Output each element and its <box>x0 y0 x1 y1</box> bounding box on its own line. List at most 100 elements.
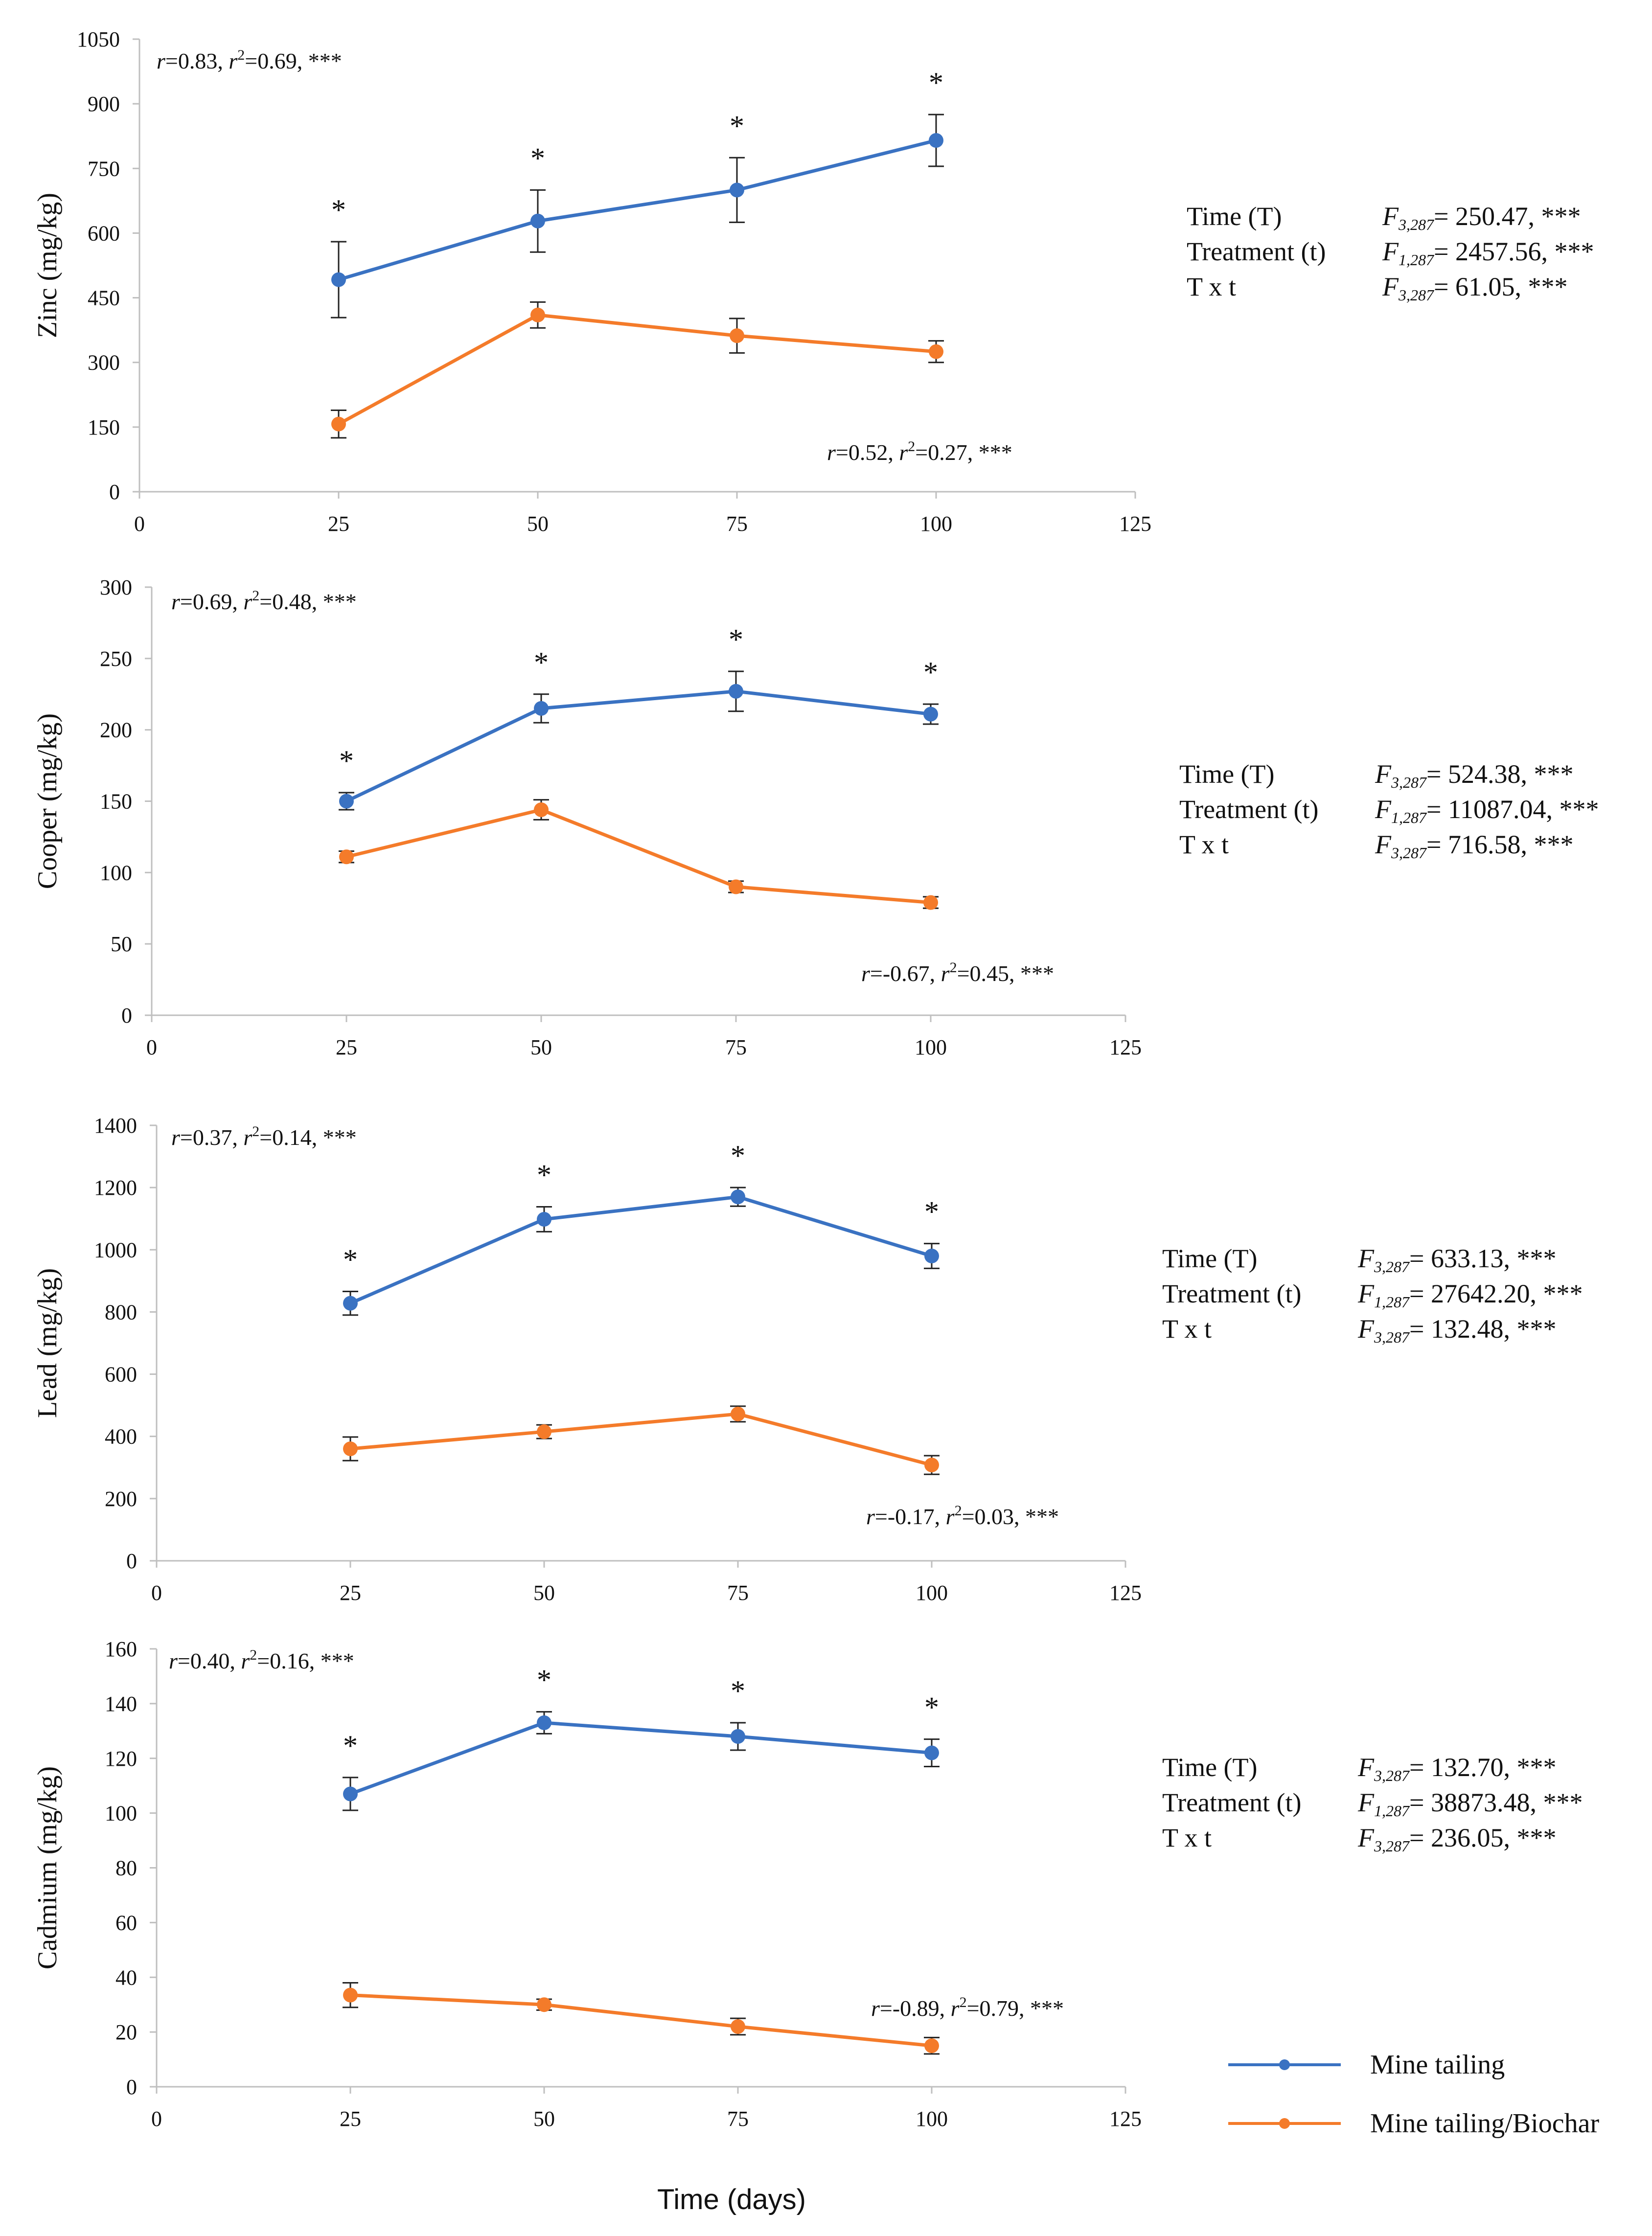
anova-stats: Time (T) F3,287= 524.38, ***Treatment (t)… <box>1179 759 1599 862</box>
correlation-mine-tailing-biochar: r=-0.89, r2=0.79, *** <box>871 1994 1064 2021</box>
data-point <box>730 328 744 343</box>
correlation-mine-tailing-part: =0.14, <box>259 1125 322 1150</box>
anova-stats: Time (T) F3,287= 250.47, ***Treatment (t)… <box>1187 202 1594 304</box>
anova-f: F <box>1357 1244 1375 1273</box>
y-tick-label: 1400 <box>94 1114 137 1138</box>
x-tick-label: 25 <box>340 1581 361 1605</box>
correlation-mine-tailing-biochar-part: r <box>951 1996 960 2021</box>
correlation-mine-tailing-part: r <box>171 589 181 614</box>
anova-stat: = 236.05, *** <box>1409 1823 1556 1852</box>
correlation-mine-tailing-part: 2 <box>250 1647 257 1663</box>
anova-df: 3,287 <box>1374 1328 1410 1346</box>
x-tick-label: 75 <box>727 2107 749 2131</box>
correlation-mine-tailing: r=0.40, r2=0.16, *** <box>169 1647 354 1673</box>
correlation-mine-tailing-part: r <box>157 48 166 73</box>
significance-marker: * <box>924 1691 939 1724</box>
anova-value: F3,287= 61.05, *** <box>1382 272 1567 304</box>
series-mine-tailing: * * * * <box>343 1140 940 1316</box>
correlation-mine-tailing-biochar-part: r <box>899 440 908 465</box>
correlation-mine-tailing-part: r <box>229 48 238 73</box>
anova-value: F3,287= 716.58, *** <box>1375 830 1573 862</box>
correlation-mine-tailing-part: r <box>171 1125 181 1150</box>
data-point <box>343 1786 358 1802</box>
y-tick-label: 40 <box>115 1965 137 1989</box>
anova-df: 3,287 <box>1391 774 1427 791</box>
anova-value: F3,287= 132.70, *** <box>1357 1753 1556 1784</box>
series-line <box>345 689 931 803</box>
series-line <box>338 313 937 426</box>
legend-entry-mine-tailing: Mine tailing <box>1228 2050 1505 2080</box>
anova-value: F1,287= 11087.04, *** <box>1375 795 1599 826</box>
data-point <box>331 416 346 432</box>
data-point <box>534 802 549 817</box>
y-tick-label: 20 <box>115 2020 137 2044</box>
correlation-mine-tailing-part: 2 <box>252 588 259 604</box>
chart-panel-2: 0 50 100 150 200 250 300 0 25 50 75 100 125 Cooper (m… <box>32 575 1599 1059</box>
y-tick-label: 140 <box>105 1692 137 1716</box>
correlation-mine-tailing-part: *** <box>323 1125 357 1150</box>
anova-label: Time (T) <box>1162 1244 1258 1273</box>
significance-marker: * <box>343 1243 358 1276</box>
legend-marker-mine-tailing <box>1279 2059 1290 2070</box>
y-tick-label: 1050 <box>77 27 120 51</box>
y-tick-label: 300 <box>88 351 120 375</box>
correlation-mine-tailing-biochar-part: =0.27, <box>915 440 978 465</box>
x-tick-label: 25 <box>336 1035 357 1059</box>
x-tick-label: 50 <box>530 1035 552 1059</box>
data-point <box>343 1296 358 1311</box>
correlation-mine-tailing-biochar-part: =-0.67, <box>870 961 941 986</box>
y-axis-title: Lead (mg/kg) <box>32 1268 63 1418</box>
correlation-mine-tailing-part: *** <box>323 589 357 614</box>
series-mine-tailing-biochar <box>343 1982 940 2055</box>
anova-value: F3,287= 236.05, *** <box>1357 1823 1556 1855</box>
correlation-mine-tailing-biochar-part: =0.52, <box>836 440 899 465</box>
anova-label: T x t <box>1187 272 1236 301</box>
x-tick-label: 125 <box>1109 1035 1142 1059</box>
data-point <box>537 1424 551 1439</box>
x-tick-label: 25 <box>340 2107 361 2131</box>
significance-marker: * <box>537 1664 551 1696</box>
anova-stat: = 61.05, *** <box>1434 272 1567 301</box>
significance-marker: * <box>923 656 938 688</box>
data-point <box>343 1441 358 1457</box>
anova-df: 3,287 <box>1374 1767 1410 1784</box>
y-tick-label: 150 <box>88 415 120 439</box>
correlation-mine-tailing-biochar-part: *** <box>1030 1996 1064 2021</box>
x-tick-label: 100 <box>920 512 952 536</box>
correlation-mine-tailing-biochar-part: r <box>866 1504 875 1529</box>
legend-label-mine-tailing: Mine tailing <box>1370 2050 1505 2080</box>
correlation-mine-tailing-biochar-part: =0.03, <box>962 1504 1025 1529</box>
correlation-mine-tailing-part: r <box>243 589 252 614</box>
data-point <box>731 1729 745 1744</box>
correlation-mine-tailing-part: r <box>241 1648 250 1673</box>
anova-stat: = 132.48, *** <box>1409 1314 1556 1344</box>
anova-f: F <box>1375 759 1392 789</box>
series-mine-tailing: * * * * <box>343 1664 940 1811</box>
series-line <box>350 1993 932 2048</box>
data-point <box>339 794 354 809</box>
series-line <box>349 1195 933 1305</box>
anova-label: Treatment (t) <box>1162 1788 1301 1817</box>
anova-label: T x t <box>1179 830 1229 859</box>
correlation-mine-tailing-biochar-part: 2 <box>955 1503 962 1519</box>
correlation-mine-tailing-part: r <box>243 1125 252 1150</box>
correlation-mine-tailing-part: =0.83, <box>165 48 229 73</box>
correlation-mine-tailing-part: =0.69, <box>180 589 243 614</box>
anova-df: 1,287 <box>1391 809 1427 826</box>
significance-marker: * <box>331 194 346 226</box>
series-mine-tailing-biochar <box>339 799 939 910</box>
anova-df: 1,287 <box>1374 1802 1410 1820</box>
x-tick-label: 125 <box>1119 512 1151 536</box>
data-point <box>929 133 943 148</box>
data-point <box>730 183 744 198</box>
data-point <box>530 307 545 322</box>
series-line <box>350 1412 932 1467</box>
y-tick-label: 750 <box>88 157 120 181</box>
significance-marker: * <box>731 1675 745 1707</box>
correlation-mine-tailing-biochar-part: *** <box>1025 1504 1059 1529</box>
legend-label-mine-tailing-biochar: Mine tailing/Biochar <box>1370 2108 1599 2139</box>
data-point <box>923 895 938 910</box>
anova-label: Time (T) <box>1162 1753 1258 1782</box>
anova-f: F <box>1382 202 1399 231</box>
